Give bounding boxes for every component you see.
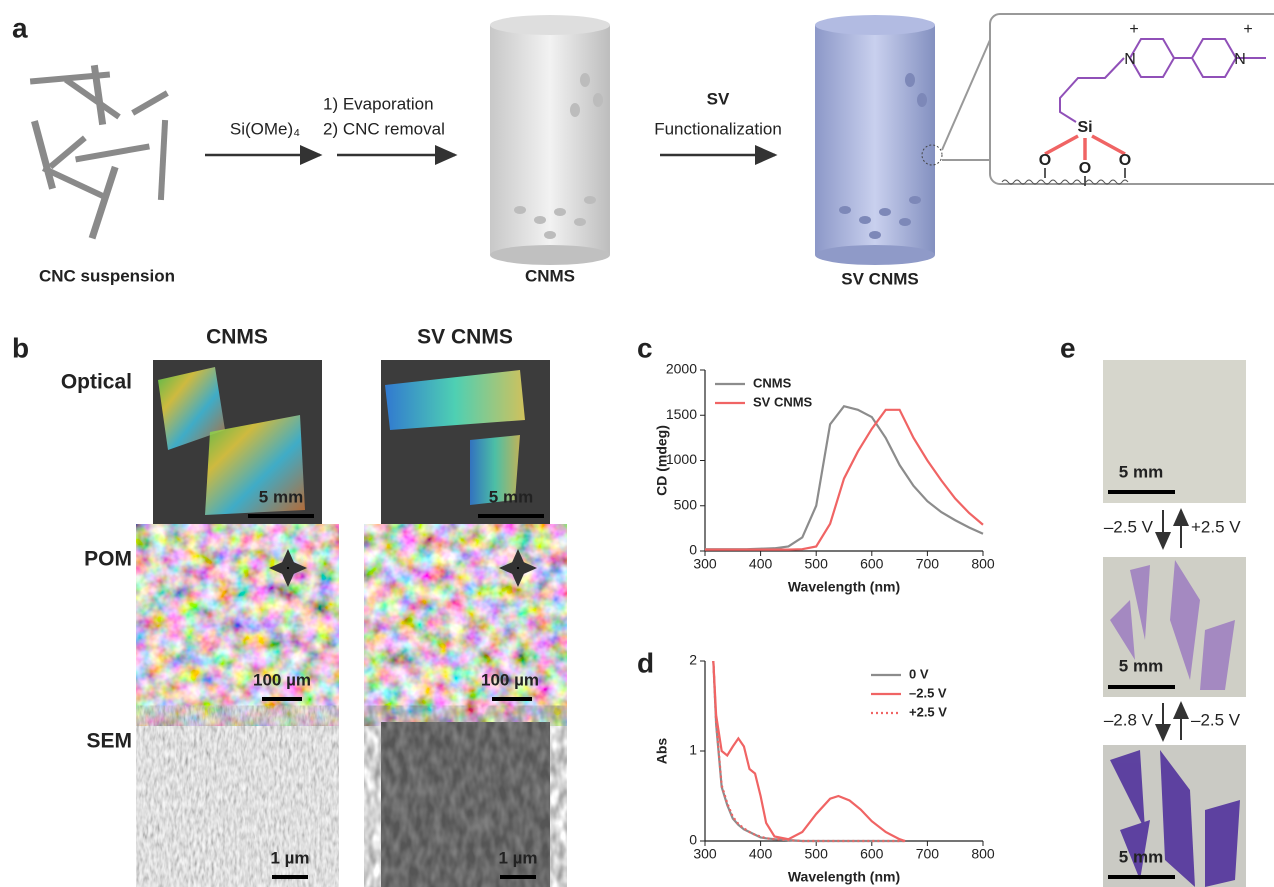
x-tick-label: 500 <box>805 846 829 862</box>
y-tick-label: 1500 <box>666 406 697 422</box>
column-header: CNMS <box>206 326 268 349</box>
scale-bar-label: 5 mm <box>489 487 533 506</box>
figure: a CNC suspension Si(OMe)₄ 1) Evaporation… <box>0 0 1274 887</box>
cnc-rods <box>30 65 169 240</box>
step: 1) Evaporation <box>323 94 434 113</box>
scale-bar-label: 5 mm <box>1119 462 1163 481</box>
label: CNC suspension <box>39 266 175 285</box>
x-tick-label: 500 <box>805 556 829 572</box>
x-tick-label: 600 <box>860 846 884 862</box>
micrographs <box>153 360 550 887</box>
panel-label: d <box>637 647 654 678</box>
cnms-cylinder <box>490 15 610 265</box>
x-axis-label: Wavelength (nm) <box>788 579 900 595</box>
x-tick-label: 700 <box>916 846 940 862</box>
y-tick-label: 2 <box>689 652 697 668</box>
y-tick-label: 1 <box>689 742 697 758</box>
series-line <box>705 410 983 550</box>
x-tick-label: 300 <box>693 556 717 572</box>
panel-label: b <box>12 332 29 363</box>
voltage: –2.5 V <box>1191 710 1241 729</box>
x-tick-label: 800 <box>971 846 995 862</box>
voltage: +2.5 V <box>1191 517 1241 536</box>
series-line <box>713 661 905 841</box>
legend-label: +2.5 V <box>909 704 947 719</box>
charge: + <box>1243 21 1252 38</box>
column-header: SV CNMS <box>417 326 513 349</box>
label: SV CNMS <box>841 269 918 288</box>
photos <box>1103 360 1246 887</box>
axis <box>705 370 983 551</box>
scale-bar-label: 100 µm <box>253 670 311 689</box>
label: SV <box>707 89 730 108</box>
x-tick-label: 600 <box>860 556 884 572</box>
atom: O <box>1079 160 1091 177</box>
scale-bar-label: 1 µm <box>498 848 537 867</box>
y-tick-label: 1000 <box>666 451 697 467</box>
legend-label: –2.5 V <box>909 685 947 700</box>
atom: N <box>1124 51 1136 68</box>
voltage: –2.5 V <box>1104 517 1154 536</box>
sv-cnms-cylinder <box>815 15 942 265</box>
atom: O <box>1039 152 1051 169</box>
step: 2) CNC removal <box>323 119 445 138</box>
legend-label: CNMS <box>753 375 792 390</box>
x-tick-label: 400 <box>749 846 773 862</box>
row-label: POM <box>84 548 132 571</box>
panel-label: e <box>1060 332 1076 363</box>
series-line <box>713 661 905 841</box>
legend-label: SV CNMS <box>753 394 813 409</box>
y-tick-label: 0 <box>689 832 697 848</box>
x-axis-label: Wavelength (nm) <box>788 869 900 885</box>
series-line <box>713 661 905 841</box>
row-label: SEM <box>86 730 132 753</box>
scale-bar-label: 100 µm <box>481 670 539 689</box>
x-tick-label: 300 <box>693 846 717 862</box>
panel-label: c <box>637 332 653 363</box>
atom: Si <box>1077 119 1092 136</box>
row-label: Optical <box>61 371 132 394</box>
y-axis-label: CD (mdeg) <box>654 425 670 496</box>
scale-bar-label: 1 µm <box>270 848 309 867</box>
scale-bar-label: 5 mm <box>1119 656 1163 675</box>
panel-label: a <box>12 12 28 43</box>
y-tick-label: 500 <box>674 496 698 512</box>
legend-label: 0 V <box>909 666 929 681</box>
atom: N <box>1234 51 1246 68</box>
reagent: Si(OMe)₄ <box>230 119 300 138</box>
scale-bar-label: 5 mm <box>1119 847 1163 866</box>
inset <box>942 14 1274 186</box>
y-tick-label: 0 <box>689 542 697 558</box>
x-tick-label: 700 <box>916 556 940 572</box>
x-tick-label: 800 <box>971 556 995 572</box>
label: Functionalization <box>654 119 782 138</box>
scale-bar-label: 5 mm <box>259 487 303 506</box>
atom: O <box>1119 152 1131 169</box>
y-axis-label: Abs <box>654 738 670 765</box>
voltage: –2.8 V <box>1104 710 1154 729</box>
x-tick-label: 400 <box>749 556 773 572</box>
charge: + <box>1129 21 1138 38</box>
y-tick-label: 2000 <box>666 361 697 377</box>
label: CNMS <box>525 266 575 285</box>
